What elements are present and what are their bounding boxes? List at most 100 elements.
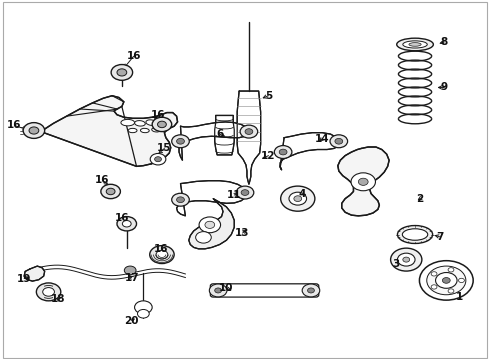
Polygon shape — [237, 91, 261, 184]
Text: 17: 17 — [124, 273, 139, 283]
Ellipse shape — [397, 226, 433, 243]
Polygon shape — [338, 147, 389, 216]
Polygon shape — [189, 199, 234, 249]
Text: 16: 16 — [151, 111, 165, 121]
Ellipse shape — [403, 41, 427, 48]
Circle shape — [196, 231, 211, 243]
Circle shape — [431, 272, 437, 276]
Text: 10: 10 — [219, 283, 234, 293]
Circle shape — [351, 173, 375, 191]
Ellipse shape — [409, 42, 421, 46]
Text: 16: 16 — [95, 175, 110, 185]
Circle shape — [294, 196, 302, 202]
Circle shape — [431, 285, 437, 289]
Text: 13: 13 — [235, 228, 250, 238]
Circle shape — [436, 273, 457, 288]
Circle shape — [209, 284, 227, 297]
Circle shape — [176, 197, 184, 203]
Circle shape — [29, 127, 39, 134]
Text: 8: 8 — [441, 37, 448, 47]
Ellipse shape — [135, 121, 145, 126]
Circle shape — [156, 250, 168, 259]
Circle shape — [427, 266, 466, 295]
Text: 2: 2 — [416, 194, 423, 204]
Circle shape — [302, 284, 320, 297]
Circle shape — [176, 138, 184, 144]
Text: 5: 5 — [265, 91, 272, 101]
Circle shape — [459, 278, 465, 283]
Circle shape — [172, 135, 189, 148]
Circle shape — [205, 221, 215, 228]
Circle shape — [241, 190, 249, 195]
Circle shape — [289, 192, 307, 205]
Circle shape — [245, 129, 253, 134]
Polygon shape — [41, 96, 177, 166]
Circle shape — [155, 157, 161, 162]
Circle shape — [281, 186, 315, 211]
Ellipse shape — [402, 229, 428, 240]
Circle shape — [391, 248, 422, 271]
Polygon shape — [176, 181, 247, 216]
Circle shape — [23, 123, 45, 138]
Circle shape — [448, 289, 454, 293]
Circle shape — [215, 288, 221, 293]
Ellipse shape — [146, 120, 156, 125]
Circle shape — [138, 310, 149, 318]
Circle shape — [135, 301, 152, 314]
Text: 15: 15 — [157, 143, 171, 153]
Text: 19: 19 — [17, 274, 31, 284]
Circle shape — [358, 178, 368, 185]
Circle shape — [106, 188, 115, 195]
Circle shape — [172, 193, 189, 206]
Circle shape — [101, 184, 121, 199]
Ellipse shape — [141, 129, 149, 133]
Text: 16: 16 — [154, 244, 168, 254]
Ellipse shape — [128, 129, 137, 133]
Text: 20: 20 — [124, 316, 139, 325]
Circle shape — [442, 278, 450, 283]
Circle shape — [152, 117, 171, 132]
Circle shape — [150, 153, 166, 165]
Circle shape — [43, 288, 54, 296]
Text: 9: 9 — [441, 82, 448, 93]
Text: 7: 7 — [436, 232, 443, 242]
Polygon shape — [280, 133, 340, 170]
Ellipse shape — [152, 127, 160, 132]
Ellipse shape — [397, 38, 433, 51]
Circle shape — [111, 64, 133, 80]
Circle shape — [448, 268, 454, 272]
Text: 1: 1 — [455, 292, 463, 302]
Text: 6: 6 — [216, 129, 223, 139]
Text: 4: 4 — [299, 189, 306, 199]
Circle shape — [274, 145, 292, 158]
Text: 16: 16 — [126, 51, 141, 61]
Circle shape — [335, 138, 343, 144]
Polygon shape — [215, 116, 234, 155]
Circle shape — [419, 261, 473, 300]
Text: 11: 11 — [227, 190, 242, 200]
Circle shape — [150, 246, 174, 264]
Circle shape — [330, 135, 347, 148]
Circle shape — [199, 217, 221, 233]
Text: 14: 14 — [315, 134, 329, 144]
Ellipse shape — [121, 120, 135, 126]
Polygon shape — [179, 122, 250, 160]
Circle shape — [158, 121, 166, 128]
Circle shape — [397, 253, 415, 266]
Circle shape — [122, 221, 131, 227]
Circle shape — [124, 266, 136, 275]
Text: 16: 16 — [115, 213, 129, 222]
Text: 3: 3 — [392, 259, 399, 269]
FancyBboxPatch shape — [210, 284, 319, 297]
Circle shape — [36, 283, 61, 301]
Text: 18: 18 — [51, 294, 66, 304]
Text: 12: 12 — [261, 150, 276, 161]
Circle shape — [117, 217, 137, 231]
Polygon shape — [24, 266, 45, 281]
Circle shape — [236, 186, 254, 199]
Circle shape — [240, 125, 258, 138]
Circle shape — [403, 257, 410, 262]
Circle shape — [117, 69, 127, 76]
Circle shape — [308, 288, 315, 293]
Text: 16: 16 — [7, 121, 22, 130]
